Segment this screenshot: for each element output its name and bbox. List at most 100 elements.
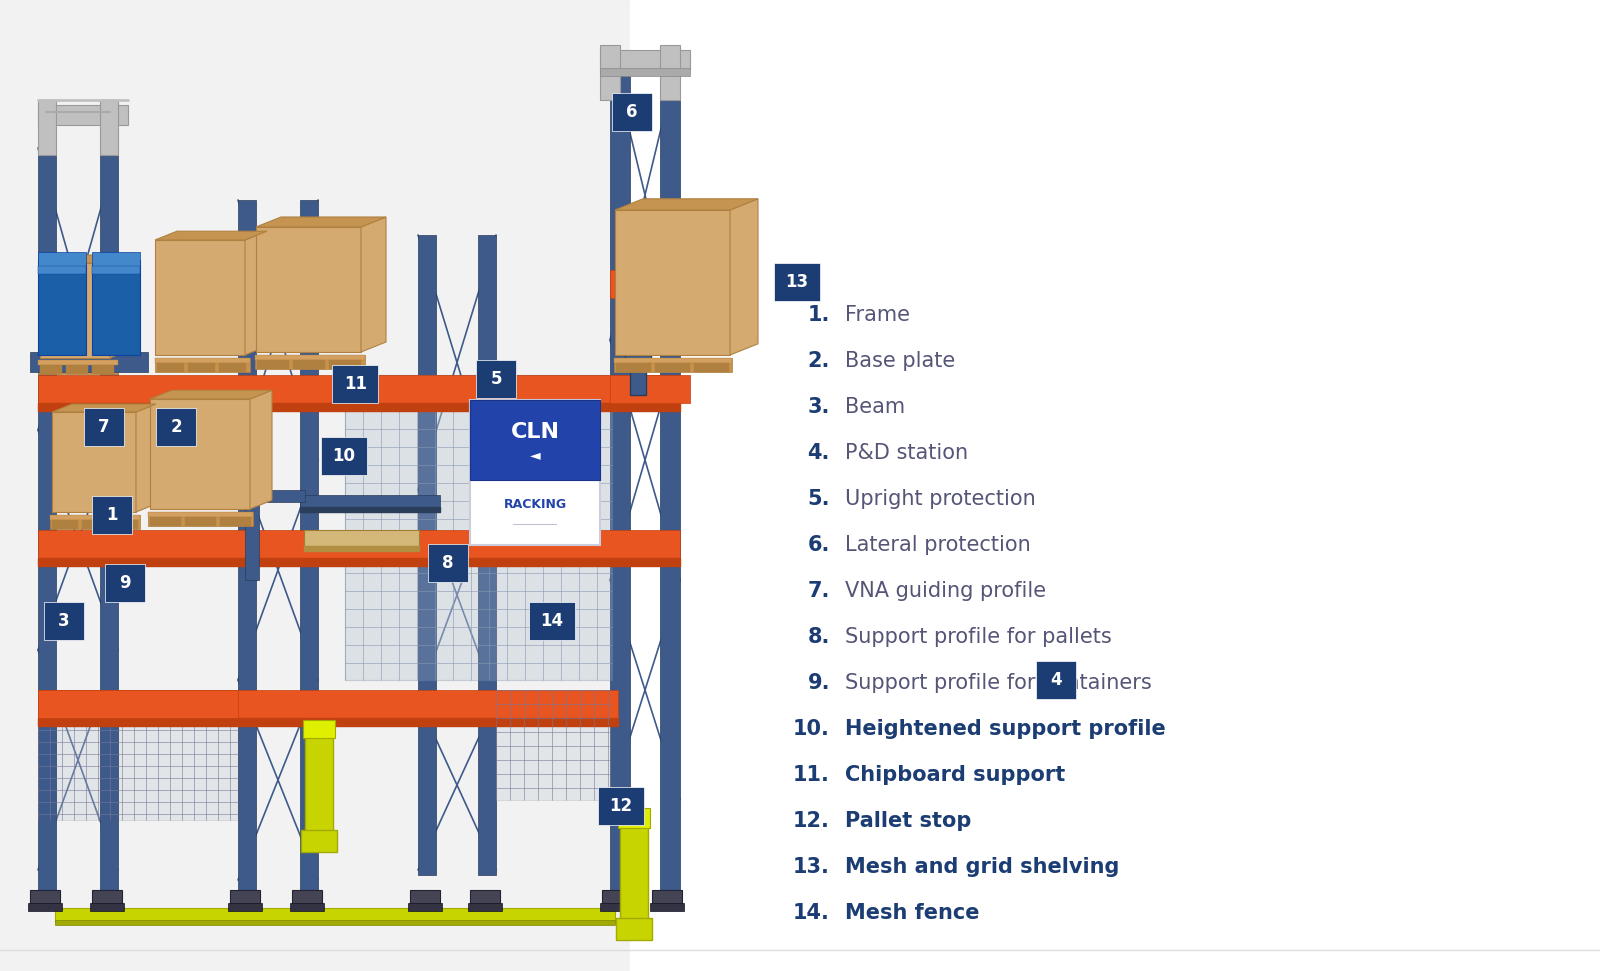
Bar (330, 360, 362, 369)
Text: 7: 7 (98, 419, 110, 436)
FancyBboxPatch shape (598, 787, 643, 825)
Bar (38, 148, 56, 908)
Text: 10.: 10. (794, 719, 830, 739)
Polygon shape (40, 263, 110, 358)
Polygon shape (614, 210, 730, 355)
Text: 1: 1 (106, 506, 118, 523)
Bar (38, 690, 238, 718)
Bar (93, 260, 141, 355)
Bar (51, 520, 78, 529)
Bar (301, 507, 440, 512)
Text: Base plate: Base plate (845, 351, 955, 371)
Text: 10: 10 (333, 448, 355, 465)
Bar (470, 890, 499, 906)
Bar (38, 690, 618, 718)
Bar (221, 517, 251, 526)
Bar (29, 903, 62, 911)
Text: Chipboard support: Chipboard support (845, 765, 1066, 785)
Text: Frame: Frame (845, 305, 910, 325)
Text: 2.: 2. (808, 351, 830, 371)
FancyBboxPatch shape (477, 359, 515, 398)
Polygon shape (362, 217, 386, 352)
FancyBboxPatch shape (106, 563, 146, 602)
Bar (38, 105, 128, 125)
FancyBboxPatch shape (530, 602, 574, 641)
Bar (147, 512, 253, 517)
Bar (90, 903, 125, 911)
Bar (38, 252, 86, 266)
Bar (66, 365, 88, 374)
FancyBboxPatch shape (1037, 660, 1075, 699)
Text: 9.: 9. (808, 673, 830, 693)
Bar (147, 512, 253, 526)
Bar (155, 358, 250, 363)
Text: 3: 3 (58, 613, 70, 630)
Bar (291, 890, 322, 906)
Bar (630, 0, 1600, 971)
FancyBboxPatch shape (83, 408, 125, 447)
Text: Upright protection: Upright protection (845, 489, 1035, 509)
Bar (93, 266, 141, 274)
Bar (302, 720, 334, 738)
Text: Heightened support profile: Heightened support profile (845, 719, 1166, 739)
Bar (186, 517, 216, 526)
Bar (610, 375, 690, 403)
Bar (304, 530, 419, 546)
Text: CLN: CLN (510, 422, 560, 442)
Polygon shape (155, 240, 245, 355)
Bar (150, 517, 181, 526)
Bar (38, 718, 618, 726)
Bar (38, 266, 86, 274)
Text: Support profile for containers: Support profile for containers (845, 673, 1152, 693)
Bar (99, 148, 118, 908)
Text: 12: 12 (610, 797, 632, 815)
Bar (618, 808, 650, 828)
Bar (600, 45, 621, 100)
Bar (93, 252, 141, 266)
Bar (467, 903, 502, 911)
Bar (93, 365, 114, 374)
Bar (38, 360, 118, 374)
Text: 11.: 11. (794, 765, 830, 785)
Text: 1.: 1. (808, 305, 830, 325)
Text: 4.: 4. (808, 443, 830, 463)
Bar (496, 690, 610, 800)
Bar (614, 358, 733, 372)
Text: 3.: 3. (808, 397, 830, 417)
FancyBboxPatch shape (333, 364, 378, 403)
FancyBboxPatch shape (157, 408, 195, 447)
Bar (301, 200, 318, 890)
Bar (661, 45, 680, 100)
Polygon shape (51, 404, 157, 412)
Bar (30, 890, 61, 906)
Text: P&D station: P&D station (845, 443, 968, 463)
Bar (661, 50, 680, 910)
Bar (470, 400, 600, 545)
Polygon shape (256, 227, 362, 352)
Bar (650, 903, 685, 911)
Text: 5: 5 (490, 370, 502, 387)
Bar (610, 50, 630, 910)
Bar (616, 363, 651, 372)
Bar (694, 363, 730, 372)
Bar (155, 358, 250, 372)
Text: Mesh fence: Mesh fence (845, 903, 979, 923)
Polygon shape (245, 231, 267, 355)
Bar (38, 375, 680, 403)
Bar (54, 920, 614, 925)
FancyBboxPatch shape (774, 262, 819, 301)
Bar (245, 490, 306, 502)
Polygon shape (150, 399, 250, 509)
Bar (189, 363, 214, 372)
Polygon shape (150, 390, 272, 399)
Bar (254, 355, 365, 369)
Bar (38, 530, 680, 558)
Bar (630, 355, 646, 395)
FancyBboxPatch shape (322, 437, 366, 476)
Text: 9: 9 (118, 574, 131, 591)
FancyBboxPatch shape (45, 602, 83, 641)
Bar (258, 360, 290, 369)
Bar (600, 50, 690, 70)
Bar (301, 495, 440, 507)
Text: Pallet stop: Pallet stop (845, 811, 971, 831)
